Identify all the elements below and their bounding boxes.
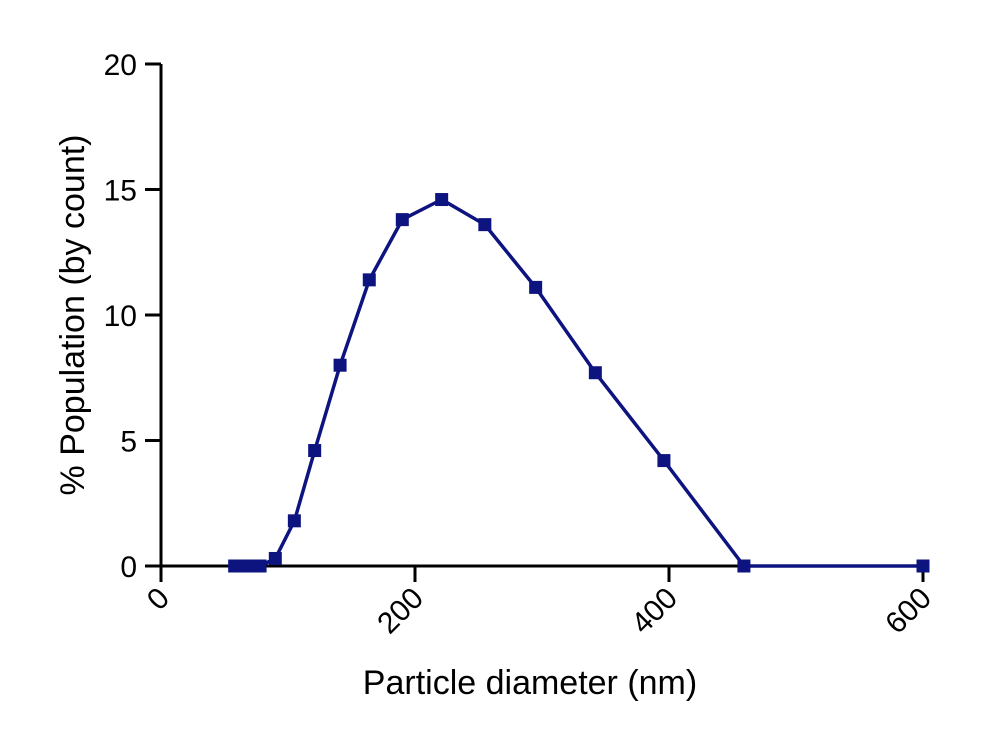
axes bbox=[159, 64, 923, 568]
y-axis-title: % Population (by count) bbox=[54, 135, 92, 496]
data-point-10 bbox=[435, 193, 449, 207]
data-point-5 bbox=[287, 514, 301, 528]
y-tick-label-4: 20 bbox=[104, 49, 137, 82]
data-point-7 bbox=[333, 358, 347, 372]
data-point-13 bbox=[588, 366, 602, 380]
series-line-0 bbox=[234, 197, 923, 568]
x-tick-label-0: 0 bbox=[141, 582, 176, 617]
y-tick-label-2: 10 bbox=[104, 300, 137, 333]
x-tick-label-1: 200 bbox=[371, 582, 430, 641]
data-point-14 bbox=[657, 454, 671, 468]
data-point-8 bbox=[362, 273, 376, 287]
ticks bbox=[145, 62, 925, 582]
y-tick-label-0: 0 bbox=[120, 551, 137, 584]
data-point-4 bbox=[268, 551, 282, 565]
data-point-3 bbox=[253, 559, 267, 573]
series bbox=[228, 193, 930, 573]
data-point-11 bbox=[478, 218, 492, 232]
data-point-12 bbox=[529, 280, 543, 294]
x-tick-label-3: 600 bbox=[879, 582, 938, 641]
data-point-0 bbox=[228, 559, 242, 573]
y-tick-label-1: 5 bbox=[120, 426, 137, 459]
data-point-16 bbox=[916, 559, 930, 573]
data-point-9 bbox=[395, 213, 409, 227]
data-point-15 bbox=[737, 559, 751, 573]
y-tick-label-3: 15 bbox=[104, 175, 137, 208]
x-tick-label-2: 400 bbox=[625, 582, 684, 641]
x-axis-title: Particle diameter (nm) bbox=[363, 664, 697, 702]
data-point-6 bbox=[308, 444, 322, 458]
